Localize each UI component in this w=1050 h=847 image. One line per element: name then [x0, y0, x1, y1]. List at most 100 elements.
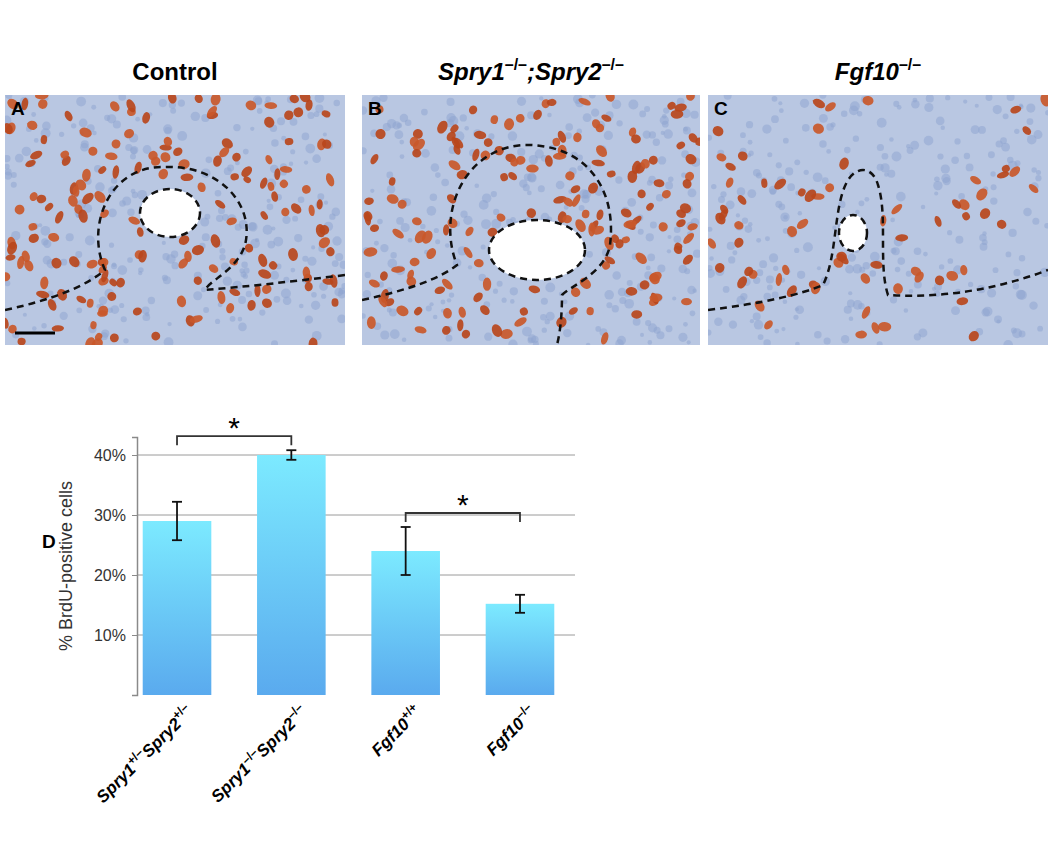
- brdu-nucleus: [600, 113, 612, 123]
- brdu-nucleus: [108, 99, 122, 113]
- tissue-texture: [1009, 229, 1017, 237]
- brdu-nucleus: [192, 275, 203, 287]
- tissue-texture: [389, 309, 397, 317]
- brdu-nucleus: [362, 210, 374, 223]
- brdu-nucleus: [672, 244, 684, 256]
- error-bar-cap: [515, 594, 525, 596]
- tissue-texture: [502, 298, 507, 303]
- brdu-nucleus: [974, 186, 990, 202]
- x-tick: Spry1+/–Spry2+/–: [90, 700, 197, 807]
- brdu-nucleus: [305, 282, 313, 292]
- brdu-nucleus: [724, 161, 737, 172]
- brdu-nucleus: [443, 224, 450, 235]
- tissue-texture: [170, 108, 176, 114]
- brdu-nucleus: [687, 222, 699, 232]
- brdu-nucleus: [478, 303, 492, 317]
- tissue-texture: [362, 106, 367, 114]
- brdu-nucleus: [406, 269, 415, 281]
- tissue-texture: [906, 271, 912, 277]
- tissue-texture: [848, 291, 852, 295]
- tissue-texture: [964, 153, 970, 159]
- tissue-texture: [362, 313, 366, 319]
- brdu-nucleus: [935, 275, 945, 285]
- brdu-nucleus: [503, 117, 515, 131]
- tissue-texture: [429, 302, 433, 306]
- tissue-texture: [633, 318, 641, 326]
- tissue-texture: [390, 329, 400, 339]
- tissue-texture: [40, 226, 50, 236]
- tissue-texture: [463, 216, 472, 225]
- tissue-texture: [859, 267, 865, 273]
- brdu-nucleus: [108, 332, 120, 344]
- tissue-texture: [648, 323, 657, 332]
- brdu-nucleus: [649, 293, 663, 303]
- panel-label: A: [11, 98, 25, 119]
- tissue-texture: [933, 181, 942, 190]
- brdu-nucleus: [52, 325, 65, 332]
- tissue-texture: [914, 247, 922, 255]
- tissue-texture: [773, 266, 778, 271]
- brdu-nucleus: [394, 304, 410, 319]
- brdu-nucleus: [1027, 182, 1040, 194]
- brdu-nucleus: [86, 298, 94, 308]
- tissue-texture: [441, 179, 449, 187]
- tissue-texture: [333, 100, 339, 106]
- brdu-nucleus: [581, 209, 590, 219]
- brdu-nucleus: [308, 337, 318, 345]
- brdu-nucleus: [711, 124, 725, 138]
- brdu-nucleus: [90, 321, 97, 330]
- tissue-texture: [627, 280, 633, 286]
- tissue-texture: [334, 288, 343, 297]
- brdu-nucleus: [301, 184, 312, 195]
- brdu-nucleus: [112, 165, 120, 179]
- tissue-texture: [1027, 135, 1037, 145]
- y-tick: 20%: [94, 567, 137, 584]
- brdu-nucleus: [685, 95, 696, 102]
- brdu-nucleus: [72, 186, 79, 197]
- brdu-nucleus: [733, 220, 745, 231]
- tissue-texture: [5, 169, 12, 176]
- tissue-texture: [797, 271, 805, 279]
- tissue-texture: [708, 269, 715, 278]
- tissue-texture: [305, 144, 315, 154]
- tissue-texture: [215, 190, 222, 197]
- brdu-nucleus: [189, 314, 204, 325]
- tissue-texture: [1037, 326, 1043, 332]
- tissue-texture: [954, 138, 960, 144]
- tissue-texture: [563, 329, 571, 337]
- lumen: [489, 220, 585, 280]
- brdu-nucleus: [1001, 164, 1011, 174]
- tissue-texture: [776, 162, 782, 168]
- tissue-texture: [690, 310, 696, 316]
- brdu-nucleus: [75, 294, 87, 305]
- tissue-texture: [508, 340, 517, 345]
- panel-title: Fgf10–/–: [835, 56, 921, 85]
- brdu-nucleus: [81, 168, 91, 182]
- brdu-nucleus: [567, 306, 579, 317]
- tissue-texture: [802, 124, 810, 132]
- text-part: Fgf10: [835, 58, 900, 85]
- brdu-nucleus: [331, 298, 338, 307]
- brdu-nucleus: [386, 193, 400, 205]
- brdu-nucleus: [967, 329, 981, 343]
- brdu-nucleus: [321, 109, 332, 119]
- tissue-texture: [963, 99, 967, 103]
- brdu-nucleus: [675, 140, 686, 151]
- brdu-nucleus: [735, 275, 749, 291]
- brdu-nucleus: [600, 331, 610, 345]
- tissue-texture: [362, 147, 367, 154]
- brdu-nucleus: [409, 257, 420, 266]
- brdu-nucleus: [509, 157, 520, 168]
- tissue-texture: [230, 316, 236, 322]
- brdu-nucleus: [279, 166, 292, 174]
- tissue-texture: [95, 182, 105, 192]
- tissue-texture: [440, 300, 445, 305]
- tissue-texture: [727, 242, 735, 250]
- tissue-texture: [660, 116, 669, 125]
- brdu-nucleus: [933, 215, 943, 228]
- brdu-nucleus: [137, 249, 147, 263]
- brdu-nucleus: [412, 149, 422, 158]
- brdu-nucleus: [176, 295, 187, 308]
- brdu-nucleus: [94, 332, 104, 343]
- tissue-texture: [542, 328, 547, 333]
